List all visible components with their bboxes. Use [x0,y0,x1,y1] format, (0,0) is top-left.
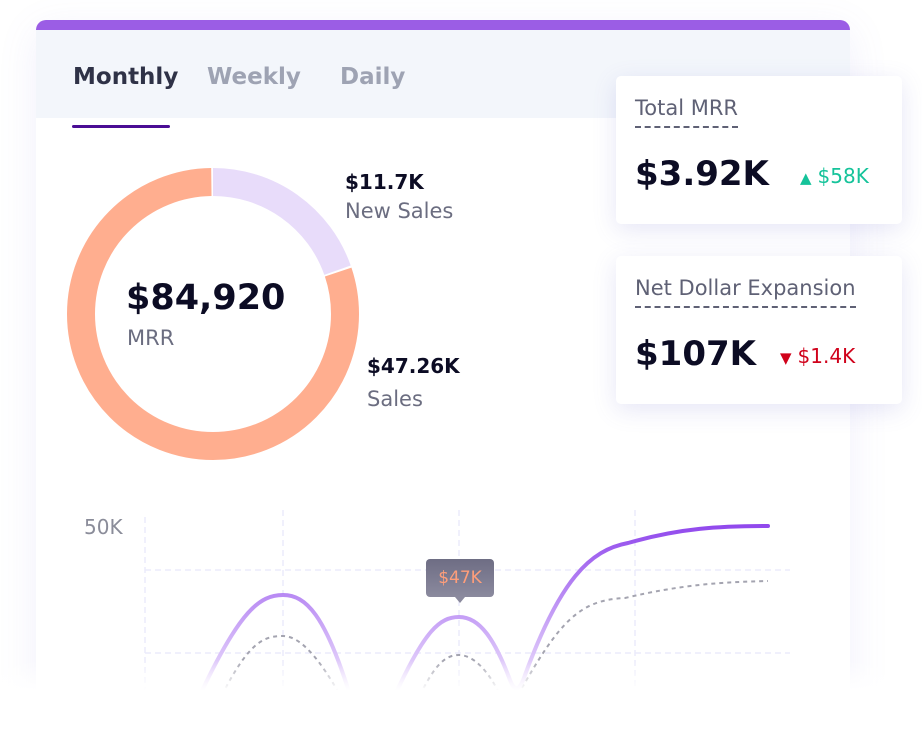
total-mrr-value: $3.92K [635,154,769,194]
card-accent-bar [36,20,850,30]
new-sales-label: New Sales [345,199,454,223]
net-dollar-expansion-card: Net Dollar Expansion $107K ▼ $1.4K [616,256,902,404]
y-axis-tick-50k: 50K [84,515,123,539]
tab-weekly[interactable]: Weekly [207,64,301,90]
active-tab-indicator [72,125,170,128]
sales-label: Sales [367,387,423,411]
total-mrr-delta-value: $58K [817,164,869,188]
new-sales-value: $11.7K [345,170,424,194]
tab-daily[interactable]: Daily [340,64,406,90]
mrr-value: $84,920 [126,278,286,318]
bottom-fade [0,660,922,736]
net-dollar-expansion-delta-value: $1.4K [797,344,856,368]
total-mrr-delta: ▲ $58K [800,164,869,188]
triangle-up-icon: ▲ [800,169,812,187]
net-dollar-expansion-title: Net Dollar Expansion [635,276,856,308]
total-mrr-title: Total MRR [635,96,739,128]
chart-tooltip: $47K [426,559,494,603]
tab-monthly[interactable]: Monthly [73,64,179,90]
total-mrr-card: Total MRR $3.92K ▲ $58K [616,76,902,224]
net-dollar-expansion-value: $107K [635,334,756,374]
triangle-down-icon: ▼ [780,349,792,367]
mrr-label: MRR [127,326,175,350]
net-dollar-expansion-delta: ▼ $1.4K [780,344,855,368]
sales-value: $47.26K [367,354,460,378]
mrr-donut-chart [67,168,359,460]
donut-segment-new-sales [67,168,359,460]
donut-segment-sales [67,168,359,460]
